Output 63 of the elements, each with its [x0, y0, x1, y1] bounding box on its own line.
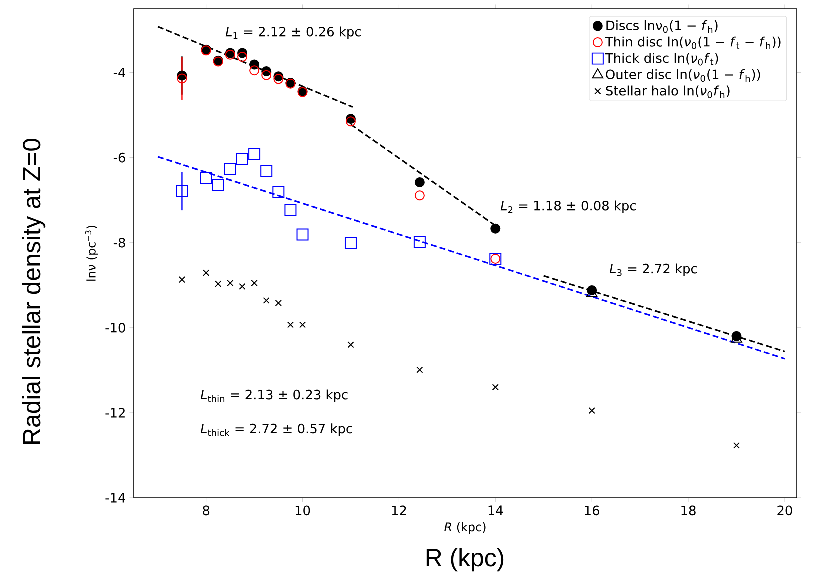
point: [224, 163, 236, 176]
annotation: L$_{thin}$ = 2.13 ± 0.23 kpc: [200, 390, 348, 402]
point: [344, 237, 357, 250]
point: [250, 66, 260, 76]
y-tick-label: -14: [106, 493, 126, 503]
point: [260, 165, 273, 178]
x-tick-label: 20: [778, 506, 792, 516]
x-tick-label: 12: [392, 506, 406, 516]
point: [274, 74, 284, 84]
point: [263, 297, 270, 304]
point: [200, 172, 212, 184]
point: [239, 283, 246, 290]
y-tick-label: -6: [114, 152, 126, 163]
legend-label: Outer disc ln(ν$_{0}$(1 − f$_{h}$)): [606, 69, 760, 82]
y-tick-label: -10: [106, 323, 126, 333]
point: [296, 228, 309, 241]
x-tick-label: 16: [585, 506, 600, 516]
x-tick-label: 14: [488, 506, 504, 516]
point: [272, 186, 285, 198]
annotation: L$_{2}$ = 1.18 ± 0.08 kpc: [500, 200, 636, 214]
point: [414, 190, 425, 201]
point: [251, 280, 258, 287]
point: [346, 116, 356, 127]
text: Thin disc ln(ν$_{0}$(1 − f$_{t}$ − f$_{h}$)): [605, 36, 781, 50]
y-tick-label: -12: [106, 408, 125, 418]
x-tick-label: 18: [682, 506, 696, 516]
point: [490, 224, 501, 234]
point: [215, 280, 222, 288]
y-tick-label: -8: [114, 238, 126, 248]
point: [275, 300, 282, 307]
point: [492, 384, 499, 391]
point: [248, 148, 261, 160]
annotation: L$_{1}$ = 2.12 ± 0.26 kpc: [226, 26, 361, 40]
legend-label: Thick disc ln(ν$_{0}$f$_{t}$): [605, 53, 718, 66]
x-tick-label: 10: [296, 506, 310, 516]
point: [588, 408, 596, 414]
point: [299, 322, 306, 328]
point: [237, 52, 248, 62]
point: [203, 270, 210, 276]
annotation: L$_{thick}$ = 2.72 ± 0.57 kpc: [200, 424, 352, 436]
annotation: L$_{3}$ = 2.72 kpc: [610, 264, 698, 276]
point: [176, 185, 188, 198]
point: [284, 204, 297, 217]
point: [262, 70, 272, 80]
point: [227, 280, 234, 287]
text: R (kpc): [426, 548, 504, 572]
point: [287, 322, 294, 328]
point: [414, 236, 426, 248]
y-axis-title: lnν (pc$^{−3}$): [85, 226, 98, 281]
text: Radial stellar density at Z=0: [22, 139, 46, 444]
point: [177, 74, 188, 84]
y-tick-label: -4: [114, 68, 126, 78]
point: [733, 442, 740, 450]
point: [416, 366, 424, 374]
legend-label: Stellar halo ln(ν$_{0}$f$_{h}$): [606, 86, 730, 98]
legend-label: Discs lnν$_{0}$(1 − f$_{h}$): [606, 20, 718, 34]
point: [212, 179, 224, 192]
x-tick-label: 8: [203, 506, 210, 516]
point: [178, 276, 186, 284]
point: [236, 153, 248, 166]
point: [348, 342, 354, 348]
point: [414, 177, 425, 188]
x-axis-title: R (kpc): [444, 522, 486, 534]
